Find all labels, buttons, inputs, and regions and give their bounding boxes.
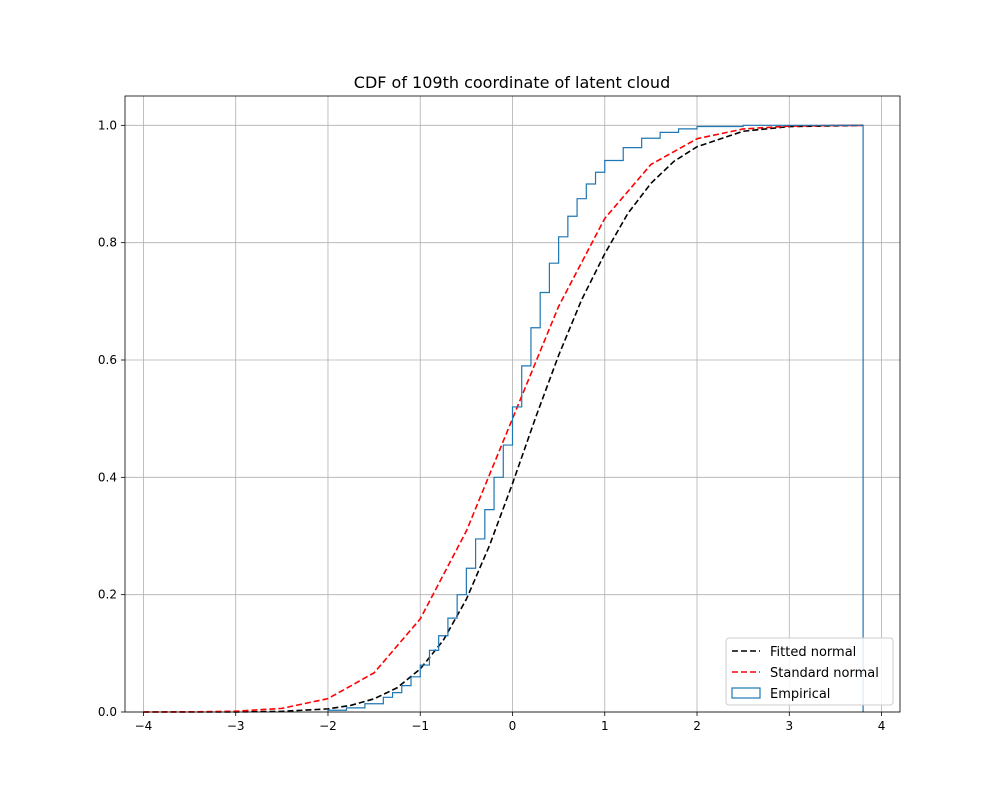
- series-standard-normal-line: [143, 124, 864, 713]
- series-fitted-normal-line: [143, 124, 864, 713]
- x-tick-label: −3: [227, 719, 245, 733]
- legend: Fitted normal Standard normal Empirical: [725, 637, 894, 706]
- legend-frame: [725, 637, 894, 706]
- y-tick-label: 0.0: [98, 705, 117, 719]
- y-tick-label: 0.6: [98, 353, 117, 367]
- x-tick-label: −1: [411, 719, 429, 733]
- ticks-layer: −4 −3 −2 −1 0 1 2 3 4 0.0 0.2 0.4 0.6 0.8 1.0: [98, 118, 885, 733]
- x-tick-label: −2: [319, 719, 337, 733]
- series-empirical-step: [327, 124, 864, 712]
- legend-swatch-empirical: [731, 687, 761, 699]
- x-tick-label: −4: [135, 719, 153, 733]
- legend-label: Fitted normal: [770, 645, 856, 660]
- legend-label: Empirical: [770, 687, 830, 702]
- x-tick-label: 3: [785, 719, 793, 733]
- chart-title: CDF of 109th coordinate of latent cloud: [354, 73, 670, 92]
- x-tick-label: 4: [878, 719, 886, 733]
- y-tick-label: 0.2: [98, 588, 117, 602]
- x-tick-label: 0: [509, 719, 517, 733]
- x-tick-label: 1: [601, 719, 609, 733]
- series-layer: [143, 124, 864, 713]
- y-tick-label: 0.4: [98, 470, 117, 484]
- x-tick-label: 2: [693, 719, 701, 733]
- y-tick-label: 1.0: [98, 118, 117, 132]
- legend-label: Standard normal: [770, 666, 879, 681]
- y-tick-label: 0.8: [98, 236, 117, 250]
